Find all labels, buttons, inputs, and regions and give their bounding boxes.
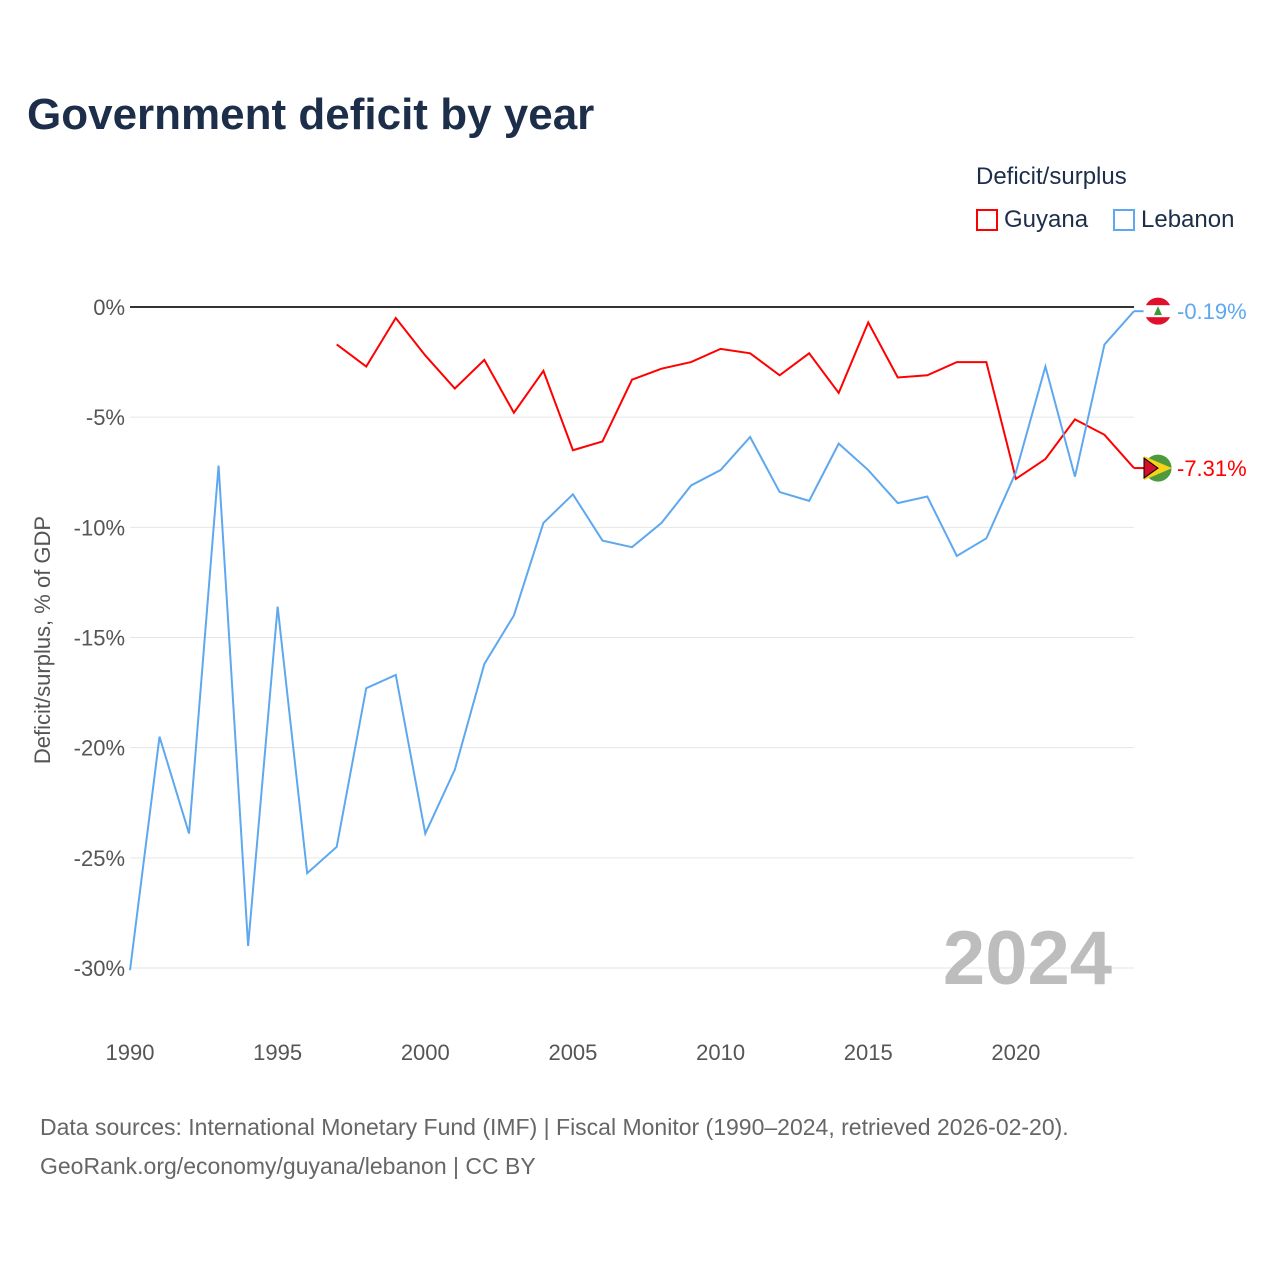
legend-label: Lebanon [1141,206,1235,233]
data-point-guyana [511,410,517,416]
data-point-guyana [570,447,576,453]
data-point-lebanon [924,493,930,499]
data-point-guyana [422,352,428,358]
data-point-guyana [1042,456,1048,462]
end-value-label-guyana: -7.31% [1177,456,1247,481]
data-point-guyana [777,372,783,378]
data-point-lebanon [1101,341,1107,347]
data-point-guyana [836,390,842,396]
y-axis-label: Deficit/surplus, % of GDP [30,516,55,764]
data-point-guyana [718,346,724,352]
legend-swatch-guyana [976,209,998,231]
data-point-guyana [481,357,487,363]
data-point-lebanon [629,544,635,550]
data-point-lebanon [954,553,960,559]
data-point-lebanon [1042,363,1048,369]
data-point-lebanon [570,491,576,497]
y-tick-label: -20% [74,736,125,761]
data-point-guyana [806,350,812,356]
data-point-lebanon [895,500,901,506]
data-point-guyana [954,359,960,365]
y-tick-label: -25% [74,846,125,871]
data-point-guyana [895,375,901,381]
legend-label: Guyana [1004,206,1089,233]
data-point-lebanon [127,967,133,973]
chart-title: Government deficit by year [27,90,595,139]
data-point-lebanon [747,434,753,440]
data-point-lebanon [422,831,428,837]
data-point-guyana [452,386,458,392]
end-value-label-lebanon: -0.19% [1177,299,1247,324]
data-point-lebanon [511,612,517,618]
data-point-guyana [393,315,399,321]
data-point-lebanon [1013,469,1019,475]
data-point-guyana [540,368,546,374]
source-note: Data sources: International Monetary Fun… [40,1108,1069,1186]
data-point-guyana [599,438,605,444]
x-tick-label: 2000 [401,1040,450,1065]
y-tick-label: 0% [93,295,125,320]
data-point-lebanon [275,604,281,610]
y-tick-label: -30% [74,956,125,981]
data-point-lebanon [393,672,399,678]
data-point-guyana [629,377,635,383]
data-point-lebanon [777,489,783,495]
data-point-lebanon [1072,474,1078,480]
data-point-lebanon [865,467,871,473]
legend-item-guyana[interactable]: Guyana [976,206,1088,234]
data-point-lebanon [216,463,222,469]
data-point-lebanon [186,831,192,837]
x-tick-label: 2010 [696,1040,745,1065]
source-link[interactable]: GeoRank.org/economy/guyana/lebanon | CC … [40,1153,536,1179]
x-tick-label: 2020 [991,1040,1040,1065]
data-point-lebanon [540,520,546,526]
x-tick-label: 1995 [253,1040,302,1065]
series-line-guyana [336,316,1135,481]
cedar-icon [1154,306,1162,316]
data-point-lebanon [659,520,665,526]
data-point-lebanon [481,661,487,667]
legend-swatch-lebanon [1113,209,1135,231]
x-tick-label: 2005 [548,1040,597,1065]
data-point-guyana [865,319,871,325]
x-tick-label: 2015 [844,1040,893,1065]
data-point-guyana [983,359,989,365]
legend-item-lebanon[interactable]: Lebanon [1113,206,1234,234]
x-tick-label: 1990 [106,1040,155,1065]
y-tick-label: -15% [74,626,125,651]
data-point-guyana [659,366,665,372]
data-point-guyana [334,341,340,347]
data-point-guyana [924,372,930,378]
y-tick-label: -5% [86,405,125,430]
data-point-lebanon [452,767,458,773]
data-point-lebanon [836,441,842,447]
flag-triangle-red [1143,457,1159,480]
data-point-guyana [1072,416,1078,422]
data-point-lebanon [983,535,989,541]
data-point-lebanon [363,685,369,691]
data-point-lebanon [806,498,812,504]
source-line: Data sources: International Monetary Fun… [40,1114,1069,1140]
y-tick-label: -10% [74,515,125,540]
data-point-guyana [747,350,753,356]
data-point-lebanon [599,538,605,544]
data-point-lebanon [688,482,694,488]
legend-title: Deficit/surplus [976,163,1127,190]
data-point-guyana [363,363,369,369]
series-line-lebanon [129,310,1135,971]
data-point-lebanon [334,844,340,850]
data-point-lebanon [245,943,251,949]
data-point-lebanon [304,870,310,876]
data-point-lebanon [718,467,724,473]
year-watermark: 2024 [943,916,1112,1001]
data-point-guyana [1101,432,1107,438]
data-point-lebanon [157,734,163,740]
data-point-guyana [688,359,694,365]
